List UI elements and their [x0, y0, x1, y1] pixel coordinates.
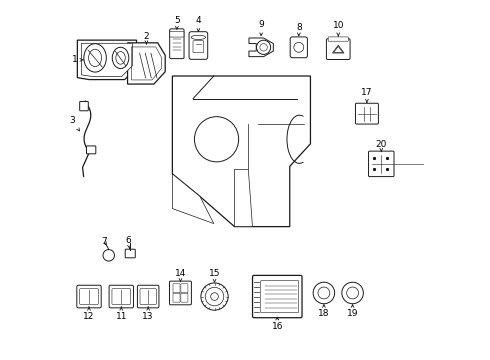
FancyBboxPatch shape: [181, 293, 188, 302]
Text: 1: 1: [72, 55, 83, 64]
Text: 8: 8: [296, 23, 302, 36]
Polygon shape: [77, 40, 137, 80]
Text: 13: 13: [143, 307, 154, 321]
Circle shape: [346, 287, 359, 299]
Text: 2: 2: [144, 32, 149, 44]
Circle shape: [260, 44, 268, 51]
Circle shape: [103, 249, 115, 261]
FancyBboxPatch shape: [290, 37, 307, 58]
FancyBboxPatch shape: [170, 29, 184, 59]
Ellipse shape: [195, 117, 239, 162]
Polygon shape: [127, 43, 165, 84]
Text: 15: 15: [209, 269, 221, 282]
FancyBboxPatch shape: [355, 103, 378, 124]
FancyBboxPatch shape: [181, 284, 188, 293]
Ellipse shape: [191, 35, 205, 40]
Circle shape: [342, 282, 364, 304]
FancyBboxPatch shape: [173, 293, 180, 302]
FancyBboxPatch shape: [328, 37, 348, 41]
Text: 10: 10: [333, 21, 344, 36]
FancyBboxPatch shape: [170, 281, 192, 305]
FancyBboxPatch shape: [87, 146, 96, 154]
FancyBboxPatch shape: [368, 151, 394, 177]
Polygon shape: [235, 170, 252, 226]
Text: 7: 7: [101, 237, 107, 246]
Circle shape: [211, 293, 219, 300]
FancyBboxPatch shape: [170, 32, 184, 37]
Circle shape: [294, 42, 304, 52]
Ellipse shape: [112, 47, 129, 68]
Text: 18: 18: [318, 305, 330, 318]
Ellipse shape: [89, 49, 101, 67]
Circle shape: [205, 287, 224, 306]
FancyBboxPatch shape: [80, 102, 88, 111]
Text: 4: 4: [196, 16, 201, 31]
FancyBboxPatch shape: [326, 39, 350, 59]
Ellipse shape: [116, 51, 125, 64]
Text: 12: 12: [83, 307, 95, 321]
Text: 9: 9: [258, 19, 264, 36]
Circle shape: [318, 287, 330, 299]
Polygon shape: [334, 46, 343, 52]
Circle shape: [256, 40, 270, 54]
FancyBboxPatch shape: [125, 249, 135, 258]
Text: 17: 17: [361, 87, 373, 102]
Text: 19: 19: [347, 305, 358, 318]
Polygon shape: [81, 43, 132, 76]
Text: 16: 16: [271, 317, 283, 331]
Circle shape: [313, 282, 335, 304]
Circle shape: [201, 283, 228, 310]
FancyBboxPatch shape: [80, 289, 98, 304]
Polygon shape: [172, 76, 311, 226]
FancyBboxPatch shape: [77, 285, 101, 308]
FancyBboxPatch shape: [261, 280, 298, 312]
Text: 14: 14: [175, 269, 186, 282]
FancyBboxPatch shape: [173, 284, 180, 293]
FancyBboxPatch shape: [137, 285, 159, 308]
Text: 3: 3: [69, 116, 79, 131]
FancyBboxPatch shape: [252, 275, 302, 318]
Polygon shape: [249, 38, 273, 57]
FancyBboxPatch shape: [109, 285, 133, 308]
Polygon shape: [172, 174, 214, 224]
Text: 11: 11: [116, 307, 127, 321]
FancyBboxPatch shape: [112, 289, 131, 304]
Text: 6: 6: [125, 237, 131, 248]
Text: 5: 5: [174, 16, 180, 29]
FancyBboxPatch shape: [189, 32, 208, 59]
Text: 20: 20: [375, 140, 387, 152]
FancyBboxPatch shape: [193, 41, 204, 53]
FancyBboxPatch shape: [140, 289, 156, 304]
Ellipse shape: [84, 44, 106, 72]
